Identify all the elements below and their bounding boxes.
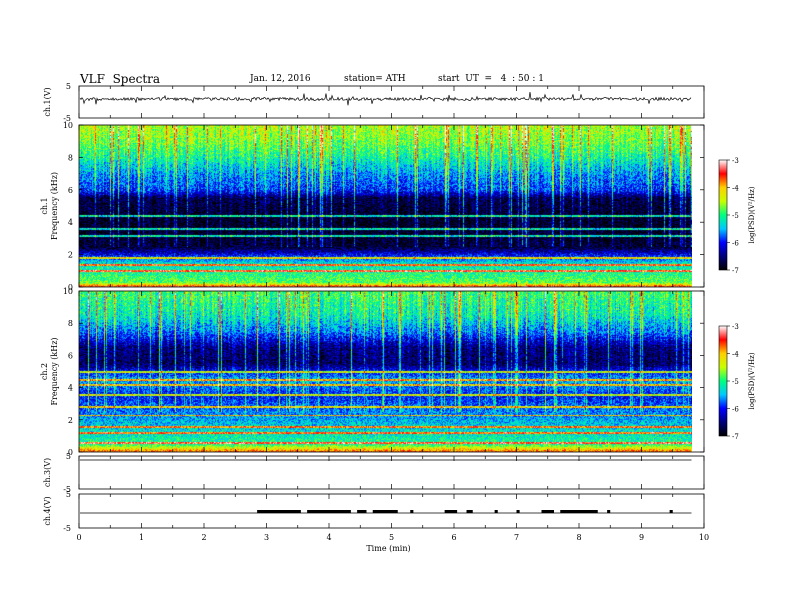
freq-tick-label: 6 <box>68 186 73 195</box>
time-tick-label: 9 <box>639 533 644 542</box>
freq-tick-label: 8 <box>68 319 73 328</box>
ch1_spec-channel-label: ch.1 <box>40 197 49 214</box>
ch4-burst-3 <box>372 510 398 513</box>
ch4_wave-axis-label: ch.4(V) <box>43 496 52 525</box>
colorbar-tick-label: -6 <box>732 240 739 248</box>
ch2-colorbar <box>718 325 728 437</box>
colorbar-tick-label: -7 <box>732 267 739 275</box>
freq-tick-label: 2 <box>68 416 73 425</box>
ch4-burst-5 <box>444 510 458 513</box>
freq-tick-label: 6 <box>68 351 73 360</box>
ch2_spec-axis-label: Frequency (kHz) <box>50 337 59 405</box>
time-tick-label: 4 <box>326 533 331 542</box>
freq-tick-label: 10 <box>63 287 73 296</box>
colorbar-label: log(PSD)(V²/Hz) <box>748 352 756 409</box>
freq-tick-label: 2 <box>68 251 73 260</box>
freq-tick-label: 4 <box>68 218 73 227</box>
start-ut-label: start UT = 4 : 50 : 1 <box>438 74 544 84</box>
colorbar-tick-label: -4 <box>732 351 739 359</box>
ch4-burst-10 <box>560 510 598 513</box>
time-tick-label: 3 <box>264 533 269 542</box>
time-tick-label: 2 <box>201 533 206 542</box>
colorbar-label: log(PSD)(V²/Hz) <box>748 186 756 243</box>
freq-tick-label: 4 <box>68 384 73 393</box>
time-axis-label: Time (min) <box>366 544 410 553</box>
volt-tick-label: 5 <box>66 82 71 91</box>
volt-tick-label: -5 <box>63 524 71 533</box>
colorbar-tick-label: -5 <box>732 212 739 220</box>
ch4-burst-6 <box>466 510 473 513</box>
time-tick-label: 6 <box>451 533 456 542</box>
colorbar-tick-label: -5 <box>732 378 739 386</box>
time-tick-label: 8 <box>576 533 581 542</box>
colorbar-tick-label: -6 <box>732 406 739 414</box>
ch3_wave-axis-label: ch.3(V) <box>43 458 52 487</box>
time-tick-label: 7 <box>514 533 519 542</box>
volt-tick-label: 5 <box>66 452 71 461</box>
station-label: station= ATH <box>344 74 406 84</box>
ch4-burst-4 <box>410 510 414 513</box>
colorbar-tick-label: -3 <box>732 157 739 165</box>
volt-tick-label: -5 <box>63 485 71 494</box>
volt-tick-label: 5 <box>66 490 71 499</box>
colorbar-tick-label: -4 <box>732 185 739 193</box>
figure-title: VLF Spectra <box>80 72 161 86</box>
time-tick-label: 0 <box>76 533 81 542</box>
time-tick-label: 5 <box>389 533 394 542</box>
colorbar-tick-label: -7 <box>732 433 739 441</box>
colorbar-tick-label: -3 <box>732 323 739 331</box>
ch1_spec-axis-label: Frequency (kHz) <box>50 172 59 240</box>
ch4-burst-0 <box>257 510 301 513</box>
ch4-burst-11 <box>607 510 611 513</box>
freq-tick-label: 0 <box>68 448 73 457</box>
ch4-burst-1 <box>307 510 351 513</box>
freq-tick-label: 10 <box>63 121 73 130</box>
freq-tick-label: 8 <box>68 153 73 162</box>
ch4-burst-2 <box>357 510 367 513</box>
ch4-burst-7 <box>494 510 498 513</box>
ch2_spec-channel-label: ch.2 <box>40 363 49 380</box>
date-label: Jan. 12, 2016 <box>250 74 311 84</box>
ch1_wave-axis-label: ch.1(V) <box>43 87 52 116</box>
ch1-waveform <box>79 91 692 106</box>
time-tick-label: 1 <box>139 533 144 542</box>
ch4-burst-12 <box>669 510 673 513</box>
ch4-burst-8 <box>516 510 520 513</box>
ch1-colorbar <box>718 159 728 271</box>
volt-tick-label: -5 <box>63 114 71 123</box>
freq-tick-label: 0 <box>68 283 73 292</box>
time-tick-label: 10 <box>699 533 709 542</box>
ch4-burst-9 <box>541 510 554 513</box>
ch2_spec-spectrogram <box>79 291 692 452</box>
ch1_spec-spectrogram <box>79 125 692 287</box>
